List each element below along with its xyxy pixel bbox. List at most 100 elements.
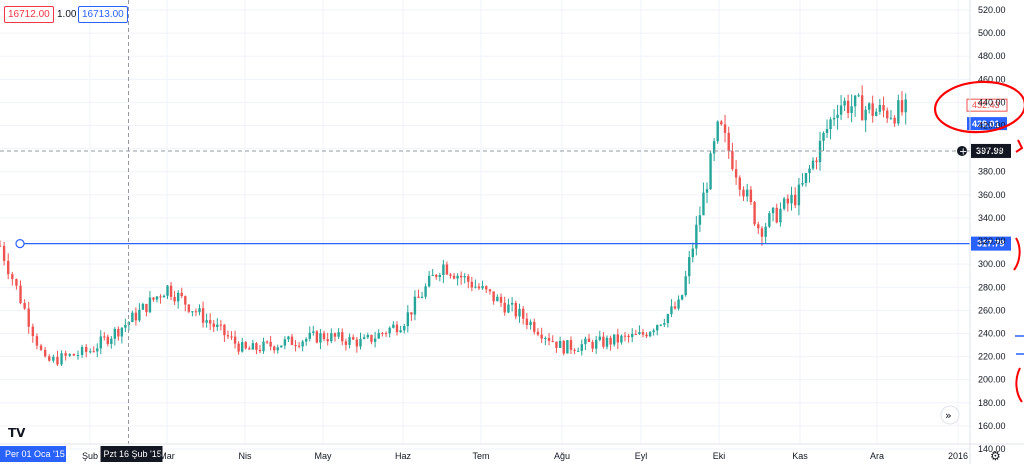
candle-body: [723, 124, 727, 133]
candle-body: [566, 340, 569, 354]
candle-body: [613, 334, 616, 345]
candle-body: [716, 121, 719, 142]
candle-body: [525, 318, 529, 326]
ask-price-box[interactable]: 16713.00: [78, 6, 128, 23]
candle-body: [631, 333, 634, 338]
x-tick-label: Tem: [472, 451, 489, 461]
candle-body: [96, 348, 99, 352]
candle-body: [377, 332, 380, 339]
candle-body: [459, 275, 463, 278]
candle-body: [518, 308, 521, 317]
candle-body: [705, 189, 709, 193]
candle-body: [251, 343, 255, 350]
candle-body: [68, 354, 71, 356]
bid-price-box[interactable]: 16712.00: [4, 6, 54, 23]
crosshair-date-label: Pzt 16 Şub '15: [104, 449, 162, 459]
candle-body: [388, 327, 391, 334]
candle-body: [871, 103, 874, 116]
x-tick-label: Mar: [159, 451, 175, 461]
candle-body: [757, 224, 760, 229]
candle-body: [620, 335, 623, 343]
candle-body: [742, 189, 745, 197]
y-tick-label: 400.00: [978, 144, 1006, 154]
candle-body: [80, 346, 84, 356]
candle-body: [166, 285, 169, 296]
candle-body: [738, 177, 742, 190]
candle-body: [456, 275, 459, 279]
y-tick-label: 200.00: [978, 375, 1006, 385]
start-date-tag: [0, 446, 66, 462]
candle-body: [605, 337, 609, 347]
candle-body: [886, 110, 889, 119]
candle-body: [352, 337, 355, 340]
candle-body: [782, 198, 786, 209]
candle-body: [315, 331, 319, 343]
candle-body: [99, 336, 102, 349]
candle-body: [463, 276, 466, 278]
candle-body: [280, 345, 283, 348]
settings-gear-icon[interactable]: ⚙: [990, 449, 1001, 463]
candle-body: [573, 349, 576, 351]
start-date-label: Per 01 Oca '15: [5, 449, 65, 459]
candle-body: [801, 183, 804, 185]
candle-body: [64, 353, 67, 356]
candle-body: [273, 346, 276, 351]
candle-body: [27, 308, 30, 327]
candle-body: [514, 302, 517, 317]
candle-body: [811, 160, 815, 169]
candle-body: [836, 114, 839, 118]
candle-body: [797, 184, 801, 206]
candle-body: [89, 351, 92, 353]
annotation-mark: [1015, 139, 1024, 153]
candle-body: [355, 339, 359, 347]
candle-body: [503, 302, 506, 313]
candle-body: [673, 306, 677, 309]
candle-body: [709, 153, 712, 190]
candle-body: [893, 117, 896, 124]
candle-body: [760, 228, 764, 237]
y-tick-label: 360.00: [978, 190, 1006, 200]
candle-body: [804, 173, 808, 184]
candle-body: [860, 95, 864, 121]
candle-body: [43, 349, 47, 357]
candle-body: [749, 189, 753, 203]
candle-body: [370, 334, 373, 342]
candle-body: [889, 117, 893, 119]
candle-body: [410, 312, 413, 315]
candle-body: [808, 168, 811, 174]
candle-body: [753, 202, 756, 225]
candle-body: [322, 333, 326, 340]
candle-body: [131, 312, 134, 323]
candle-body: [775, 207, 778, 223]
candle-body: [424, 286, 427, 297]
candle-body: [594, 339, 598, 349]
candle-body: [92, 351, 95, 353]
y-tick-label: 220.00: [978, 352, 1006, 362]
candle-body: [698, 215, 702, 225]
scroll-to-realtime-button[interactable]: [940, 405, 960, 425]
candle-body: [867, 103, 871, 110]
candle-body: [794, 194, 797, 206]
candle-body: [843, 100, 846, 106]
candle-body: [208, 320, 212, 324]
candle-body: [194, 311, 198, 313]
candle-body: [587, 338, 591, 342]
candle-body: [330, 333, 333, 342]
candle-body: [874, 111, 878, 116]
annotation-circle: [933, 80, 1024, 134]
overlays: 317.79 397.99 + Per 01 Oca '15 Pzt 16 Şub '1…: [0, 0, 1011, 463]
candles: [0, 85, 907, 366]
candle-body: [406, 312, 410, 327]
candle-body: [488, 289, 492, 292]
candle-body: [609, 337, 612, 345]
candle-body: [395, 324, 399, 333]
candle-body: [815, 160, 818, 163]
x-tick-label: Ara: [870, 451, 884, 461]
candle-body: [413, 296, 417, 315]
candle-body: [438, 275, 442, 277]
candle-body: [569, 340, 573, 350]
candle-body: [117, 328, 120, 337]
